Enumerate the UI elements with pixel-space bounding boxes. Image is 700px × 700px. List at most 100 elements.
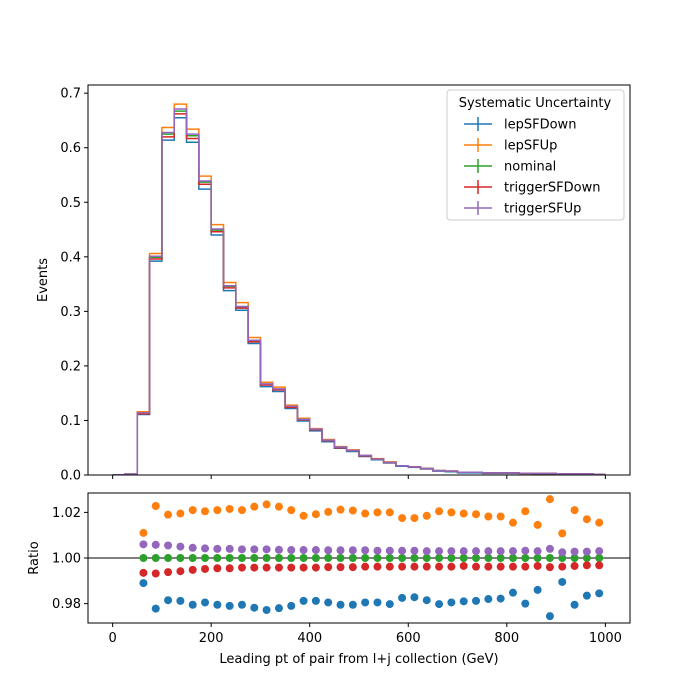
- ratio-point-lepSFDown: [558, 577, 567, 586]
- ratio-point-lepSFUp: [324, 507, 333, 516]
- ratio-point-nominal: [348, 554, 357, 562]
- ratio-point-triggerSFUp: [582, 547, 591, 556]
- ratio-point-triggerSFDown: [225, 564, 234, 573]
- top-y-tick-label: 0.1: [60, 414, 81, 429]
- ratio-point-triggerSFUp: [398, 546, 407, 555]
- ratio-point-nominal: [595, 554, 604, 562]
- ratio-point-lepSFUp: [311, 510, 320, 519]
- ratio-point-triggerSFDown: [336, 563, 345, 572]
- ratio-point-triggerSFUp: [521, 546, 530, 555]
- ratio-point-lepSFUp: [472, 510, 481, 519]
- top-y-axis: 0.0 0.1 0.2 0.3 0.4 0.5 0.6 0.7: [60, 87, 88, 484]
- bottom-x-tick-label: 400: [297, 631, 322, 646]
- ratio-point-lepSFDown: [508, 588, 517, 597]
- bottom-y-axis-label: Ratio: [27, 541, 42, 574]
- ratio-point-lepSFDown: [311, 596, 320, 605]
- ratio-point-nominal: [324, 554, 333, 562]
- bottom-y-axis: 0.98 1.00 1.02: [52, 506, 88, 612]
- ratio-point-lepSFUp: [410, 514, 419, 523]
- ratio-point-nominal: [422, 554, 431, 562]
- ratio-point-triggerSFUp: [176, 542, 185, 551]
- ratio-point-nominal: [472, 554, 481, 562]
- ratio-point-nominal: [582, 554, 591, 562]
- ratio-point-triggerSFUp: [385, 546, 394, 555]
- ratio-point-triggerSFDown: [299, 563, 308, 572]
- ratio-point-triggerSFDown: [287, 563, 296, 572]
- ratio-point-lepSFDown: [348, 600, 357, 609]
- top-y-tick-label: 0.6: [60, 141, 81, 156]
- bottom-x-tick-label: 0: [108, 631, 116, 646]
- ratio-point-triggerSFUp: [570, 547, 579, 556]
- legend-label-triggerSFUp: triggerSFUp: [504, 202, 581, 217]
- ratio-point-nominal: [361, 554, 370, 562]
- ratio-point-lepSFDown: [250, 603, 259, 612]
- ratio-point-lepSFDown: [237, 600, 246, 609]
- ratio-point-triggerSFUp: [139, 540, 148, 549]
- ratio-point-nominal: [459, 554, 468, 562]
- ratio-point-triggerSFUp: [225, 544, 234, 553]
- ratio-point-lepSFUp: [139, 528, 148, 537]
- ratio-point-nominal: [336, 554, 345, 562]
- ratio-point-nominal: [496, 554, 505, 562]
- ratio-point-lepSFUp: [459, 509, 468, 518]
- ratio-point-lepSFUp: [299, 511, 308, 520]
- ratio-point-triggerSFUp: [201, 544, 210, 553]
- ratio-point-triggerSFDown: [139, 568, 148, 577]
- ratio-point-triggerSFUp: [447, 547, 456, 556]
- ratio-point-lepSFDown: [472, 596, 481, 605]
- ratio-point-triggerSFDown: [237, 563, 246, 572]
- ratio-point-triggerSFUp: [237, 545, 246, 554]
- ratio-point-lepSFDown: [225, 601, 234, 610]
- bottom-x-tick-label: 600: [396, 631, 421, 646]
- ratio-point-lepSFDown: [496, 594, 505, 603]
- ratio-point-triggerSFDown: [508, 562, 517, 571]
- ratio-point-lepSFDown: [287, 601, 296, 610]
- ratio-point-nominal: [176, 554, 185, 562]
- ratio-point-nominal: [447, 554, 456, 562]
- ratio-point-triggerSFUp: [472, 547, 481, 556]
- ratio-point-lepSFDown: [324, 598, 333, 607]
- ratio-point-lepSFUp: [176, 509, 185, 518]
- bottom-x-tick-label: 800: [494, 631, 519, 646]
- ratio-point-triggerSFDown: [348, 563, 357, 572]
- ratio-point-lepSFDown: [595, 589, 604, 598]
- ratio-point-triggerSFDown: [472, 562, 481, 571]
- ratio-point-nominal: [164, 554, 173, 562]
- ratio-point-nominal: [201, 554, 210, 562]
- ratio-point-nominal: [545, 554, 554, 562]
- ratio-point-lepSFUp: [213, 506, 222, 515]
- legend-label-lepSFDown: lepSFDown: [504, 118, 576, 133]
- ratio-point-lepSFDown: [582, 591, 591, 600]
- top-histograms: [112, 103, 606, 476]
- ratio-point-lepSFUp: [484, 512, 493, 521]
- histogram-triggerSFUp: [112, 108, 606, 476]
- legend-label-triggerSFDown: triggerSFDown: [504, 181, 600, 196]
- ratio-point-lepSFDown: [447, 598, 456, 607]
- ratio-point-lepSFDown: [274, 604, 283, 613]
- ratio-point-lepSFUp: [262, 500, 271, 509]
- ratio-point-nominal: [410, 554, 419, 562]
- ratio-point-nominal: [287, 554, 296, 562]
- ratio-point-triggerSFUp: [533, 547, 542, 556]
- ratio-point-lepSFUp: [582, 515, 591, 524]
- ratio-point-triggerSFDown: [521, 562, 530, 571]
- ratio-point-lepSFUp: [558, 529, 567, 538]
- top-y-tick-label: 0.2: [60, 359, 81, 374]
- ratio-point-triggerSFUp: [496, 547, 505, 556]
- ratio-point-triggerSFUp: [164, 541, 173, 550]
- ratio-point-nominal: [558, 554, 567, 562]
- ratio-point-triggerSFDown: [213, 564, 222, 573]
- ratio-point-triggerSFDown: [484, 562, 493, 571]
- ratio-point-triggerSFDown: [385, 562, 394, 571]
- legend-title: Systematic Uncertainty: [459, 96, 612, 111]
- legend-entries: lepSFDown lepSFUp nominal triggerSFDown trig…: [464, 117, 600, 217]
- ratio-point-triggerSFUp: [508, 547, 517, 556]
- ratio-point-lepSFDown: [385, 600, 394, 609]
- ratio-point-triggerSFUp: [459, 547, 468, 556]
- top-y-tick-label: 0.5: [60, 196, 81, 211]
- ratio-point-lepSFUp: [570, 506, 579, 515]
- ratio-point-nominal: [151, 554, 160, 562]
- ratio-point-triggerSFDown: [373, 562, 382, 571]
- ratio-point-triggerSFUp: [299, 546, 308, 555]
- ratio-point-lepSFUp: [336, 505, 345, 514]
